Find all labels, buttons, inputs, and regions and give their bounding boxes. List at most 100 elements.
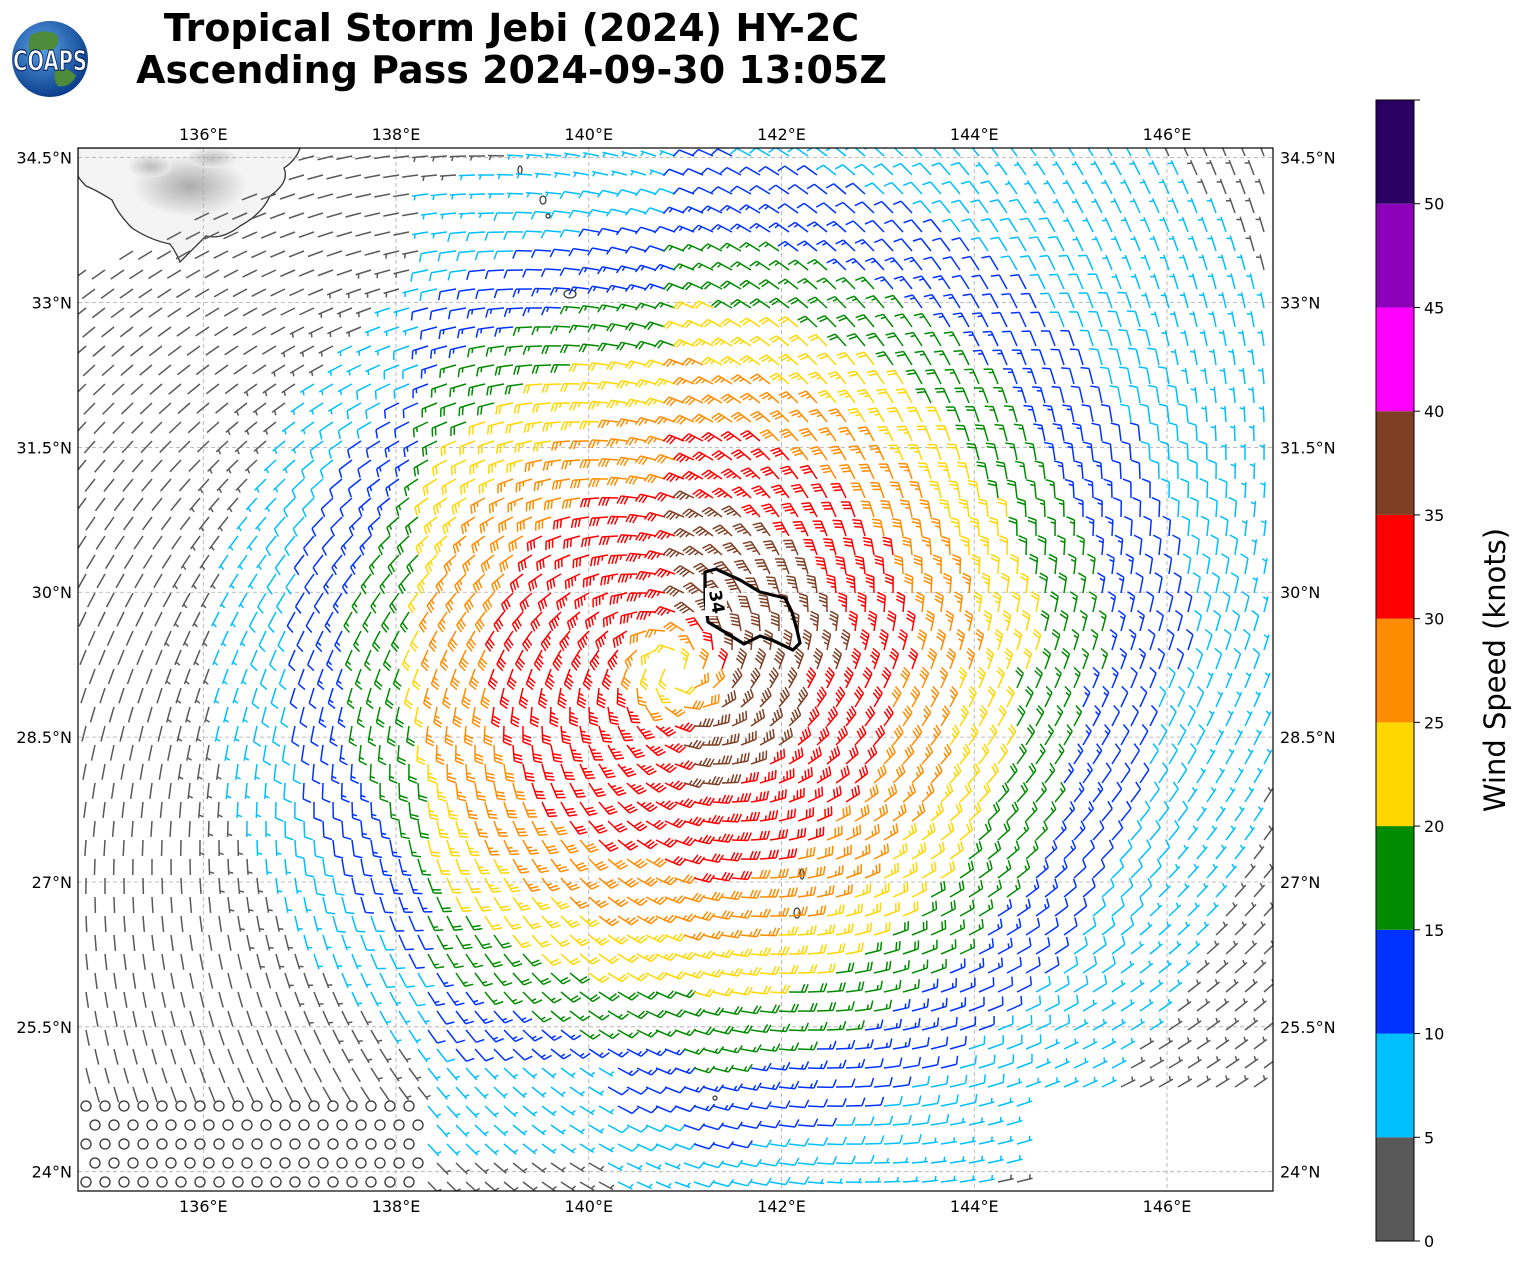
wind-barb: [1120, 179, 1132, 195]
barb-staff: [880, 163, 894, 176]
wind-barb: [1013, 161, 1027, 176]
wind-barb: [1198, 254, 1208, 271]
barb-staff: [345, 174, 362, 180]
barb-staff: [364, 174, 381, 179]
barb-feather: [515, 483, 518, 493]
wind-barb: [826, 220, 847, 233]
wind-barb: [966, 148, 980, 157]
barb-half-feather: [488, 193, 492, 199]
wind-barb: [1207, 235, 1217, 252]
barb-half-feather: [1067, 445, 1073, 449]
barb-half-feather: [697, 226, 703, 231]
barb-half-feather: [929, 334, 935, 337]
wind-barb: [672, 225, 695, 233]
wind-barb: [662, 206, 685, 215]
wind-barb: [1038, 217, 1056, 233]
barb-staff: [157, 288, 172, 299]
wind-barb: [419, 288, 438, 301]
barb-feather: [932, 237, 941, 242]
barb-half-feather: [687, 207, 693, 213]
barb-half-feather: [1247, 350, 1253, 353]
barb-half-feather: [1082, 145, 1087, 146]
barb-half-feather: [310, 371, 314, 377]
barb-feather: [459, 486, 463, 495]
barb-feather: [873, 163, 882, 169]
barb-staff: [261, 269, 277, 278]
barb-half-feather: [1086, 445, 1092, 449]
wind-barb: [624, 245, 647, 254]
wind-barb: [903, 219, 923, 233]
barb-staff: [156, 250, 172, 260]
barb-staff: [678, 149, 695, 157]
barb-staff: [194, 288, 210, 298]
wind-barb: [1048, 148, 1056, 157]
wind-barb: [157, 288, 172, 299]
barb-feather: [825, 183, 835, 189]
barb-staff: [374, 155, 391, 160]
barb-half-feather: [899, 278, 905, 282]
wind-barb: [1072, 236, 1084, 252]
wind-barb: [1226, 235, 1236, 252]
barb-half-feather: [441, 214, 444, 220]
barb-feather: [428, 272, 432, 282]
barb-feather: [855, 276, 864, 282]
wind-barb: [672, 149, 695, 157]
barb-staff: [270, 288, 286, 297]
barb-feather: [634, 188, 642, 197]
wind-barb: [345, 174, 362, 180]
barb-feather: [795, 527, 805, 530]
barb-feather: [806, 221, 815, 227]
wind-barb: [1168, 235, 1179, 252]
wind-barb: [242, 231, 258, 240]
barb-staff: [988, 180, 999, 195]
barb-staff: [968, 180, 980, 195]
barb-staff: [213, 212, 229, 221]
barb-half-feather: [485, 521, 488, 527]
barb-staff: [920, 238, 932, 252]
barb-feather: [830, 482, 840, 485]
wind-barb: [720, 280, 742, 290]
wind-barb: [261, 307, 277, 317]
barb-staff: [573, 247, 590, 252]
barb-feather: [912, 237, 922, 242]
barb-half-feather: [884, 432, 890, 435]
barb-half-feather: [966, 148, 968, 149]
barb-feather: [1028, 236, 1038, 239]
barb-staff: [336, 193, 353, 199]
barb-staff: [478, 288, 495, 292]
barb-feather: [587, 285, 593, 294]
barb-feather: [480, 405, 483, 415]
wind-barb: [777, 240, 799, 252]
barb-feather: [624, 246, 632, 254]
barb-half-feather: [621, 152, 626, 157]
wind-barb: [1197, 216, 1208, 233]
barb-half-feather: [841, 241, 847, 246]
wind-barb: [1039, 254, 1056, 271]
barb-staff: [317, 155, 334, 161]
wind-barb: [299, 307, 315, 316]
barb-feather: [816, 239, 825, 246]
barb-staff: [822, 164, 837, 176]
barb-staff: [707, 205, 723, 214]
barb-staff: [1056, 274, 1065, 290]
barb-half-feather: [330, 409, 333, 415]
barb-feather: [437, 291, 441, 301]
wind-barb: [796, 202, 818, 214]
chart-title-line-2: Ascending Pass 2024-09-30 13:05Z: [136, 48, 887, 92]
barb-feather: [653, 264, 661, 272]
wind-barb: [279, 193, 296, 200]
barb-staff: [364, 250, 381, 256]
barb-staff: [251, 288, 267, 297]
barb-feather: [931, 199, 941, 204]
barb-half-feather: [809, 511, 815, 514]
wind-barb: [615, 189, 638, 198]
barb-half-feather: [1139, 181, 1145, 184]
barb-staff: [1130, 519, 1133, 537]
barb-feather: [761, 281, 770, 288]
barb-half-feather: [282, 352, 286, 358]
barb-staff: [977, 519, 980, 537]
barb-staff: [823, 277, 837, 290]
barb-feather: [1098, 329, 1108, 332]
barb-staff: [345, 212, 362, 218]
barb-feather: [606, 246, 613, 255]
